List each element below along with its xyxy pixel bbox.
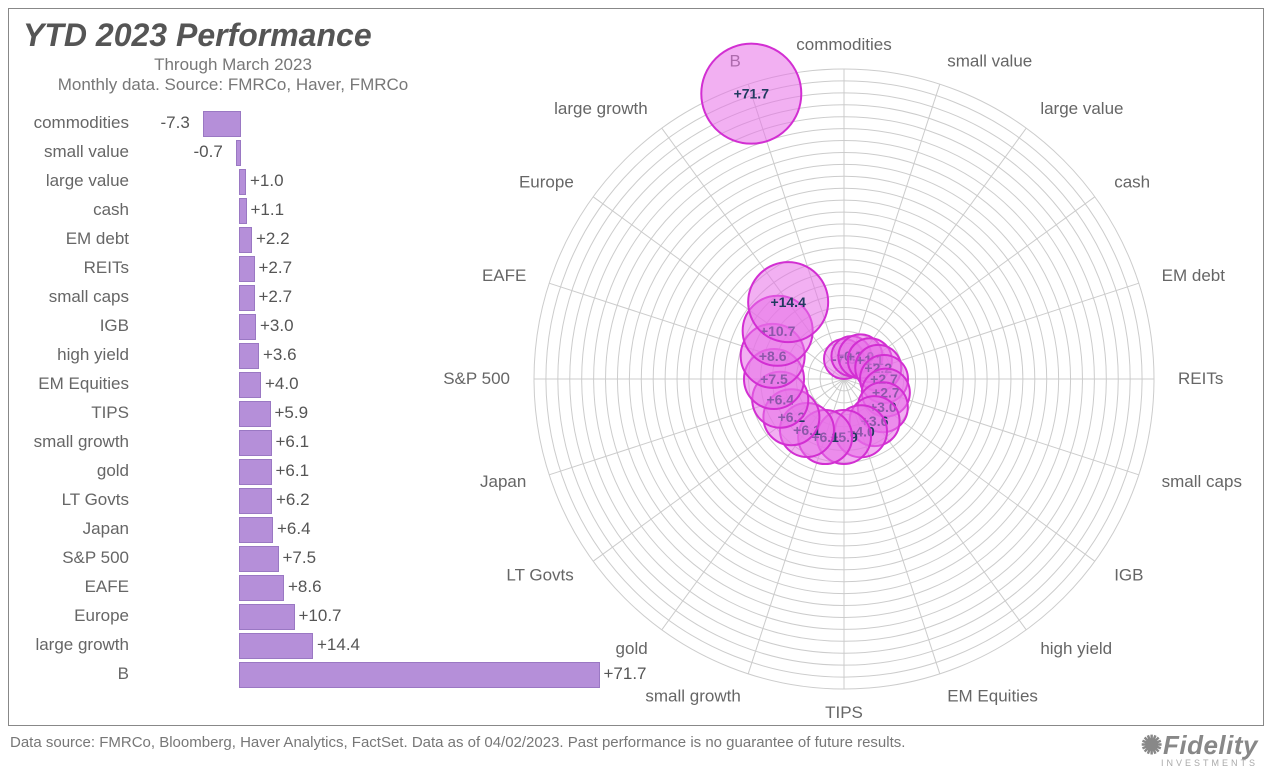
bar-category-label: small value [19, 142, 129, 162]
radial-category-label: large growth [554, 99, 648, 118]
bar-rect [239, 401, 271, 427]
chart-subtitle-1: Through March 2023 [23, 55, 443, 75]
bar-value-label: +3.6 [263, 345, 297, 365]
bar-value-label: +3.0 [260, 316, 294, 336]
radial-bubble-value: +71.7 [734, 86, 770, 102]
radial-bubble-value: +14.4 [770, 294, 806, 310]
radial-category-label: small caps [1162, 472, 1242, 491]
bar-rect [239, 285, 255, 311]
bar-rect [239, 314, 256, 340]
bar-rect [239, 546, 279, 572]
radial-category-label: gold [616, 639, 648, 658]
bar-category-label: REITs [19, 258, 129, 278]
bar-value-label: +8.6 [288, 577, 322, 597]
bar-category-label: cash [19, 200, 129, 220]
bar-category-label: Japan [19, 519, 129, 539]
bar-category-label: small caps [19, 287, 129, 307]
radial-category-label: EM Equities [947, 687, 1038, 706]
radial-category-label: IGB [1114, 565, 1143, 584]
bar-value-label: +2.7 [259, 287, 293, 307]
bar-category-label: EAFE [19, 577, 129, 597]
chart-frame: YTD 2023 Performance Through March 2023 … [8, 8, 1264, 726]
bar-category-label: EM debt [19, 229, 129, 249]
bar-category-label: LT Govts [19, 490, 129, 510]
radial-category-label: S&P 500 [443, 369, 510, 388]
fidelity-logo-sub: INVESTMENTS [1161, 758, 1258, 768]
bar-value-label: +1.0 [250, 171, 284, 191]
radial-category-label: cash [1114, 173, 1150, 192]
bar-category-label: small growth [19, 432, 129, 452]
bar-category-label: IGB [19, 316, 129, 336]
bar-rect [239, 430, 272, 456]
bar-category-label: large growth [19, 635, 129, 655]
bar-rect [239, 343, 259, 369]
bar-category-label: commodities [19, 113, 129, 133]
bar-category-label: S&P 500 [19, 548, 129, 568]
bar-rect [236, 140, 242, 166]
bar-value-label: +7.5 [283, 548, 317, 568]
bar-rect [239, 575, 284, 601]
bar-rect [239, 256, 255, 282]
bar-rect [239, 169, 246, 195]
radial-category-label: small value [947, 51, 1032, 70]
radial-category-label: EM debt [1162, 266, 1226, 285]
bar-rect [239, 198, 247, 224]
radial-category-label: TIPS [825, 703, 863, 722]
bar-rect [239, 227, 252, 253]
chart-title: YTD 2023 Performance [23, 17, 372, 54]
bar-category-label: Europe [19, 606, 129, 626]
bar-value-label: -0.7 [194, 142, 223, 162]
bar-value-label: +6.2 [276, 490, 310, 510]
bar-value-label: +2.2 [256, 229, 290, 249]
bar-category-label: large value [19, 171, 129, 191]
bar-rect [239, 633, 313, 659]
radial-category-label: high yield [1040, 639, 1112, 658]
bar-value-label: +6.1 [276, 432, 310, 452]
footer-text: Data source: FMRCo, Bloomberg, Haver Ana… [10, 734, 905, 751]
radial-category-label: commodities [796, 35, 891, 54]
bar-value-label: +4.0 [265, 374, 299, 394]
bar-category-label: high yield [19, 345, 129, 365]
fidelity-logo: ✺Fidelity [1141, 730, 1258, 761]
radial-category-label: REITs [1178, 369, 1223, 388]
bar-value-label: +10.7 [299, 606, 342, 626]
radial-category-label: LT Govts [506, 565, 573, 584]
radial-category-label: large value [1040, 99, 1123, 118]
bar-value-label: +6.1 [276, 461, 310, 481]
radial-category-label: Europe [519, 173, 574, 192]
chart-subtitle-2: Monthly data. Source: FMRCo, Haver, FMRC… [23, 75, 443, 95]
radial-category-label: small growth [645, 687, 740, 706]
bar-rect [239, 517, 273, 543]
bar-value-label: +6.4 [277, 519, 311, 539]
bar-rect [203, 111, 242, 137]
bar-value-label: +2.7 [259, 258, 293, 278]
bar-value-label: -7.3 [161, 113, 190, 133]
bar-rect [239, 488, 272, 514]
bar-category-label: EM Equities [19, 374, 129, 394]
bar-value-label: +1.1 [251, 200, 285, 220]
bar-rect [239, 459, 272, 485]
bar-rect [239, 372, 261, 398]
bar-category-label: B [19, 664, 129, 684]
radial-chart: commodities small value large value cash EM … [429, 19, 1259, 729]
radial-category-label: EAFE [482, 266, 526, 285]
bar-category-label: TIPS [19, 403, 129, 423]
logo-burst-icon: ✺ [1141, 730, 1163, 760]
logo-text: Fidelity [1163, 730, 1258, 760]
radial-category-label: Japan [480, 472, 526, 491]
bar-value-label: +14.4 [317, 635, 360, 655]
bar-category-label: gold [19, 461, 129, 481]
bar-rect [239, 604, 295, 630]
bar-value-label: +5.9 [275, 403, 309, 423]
